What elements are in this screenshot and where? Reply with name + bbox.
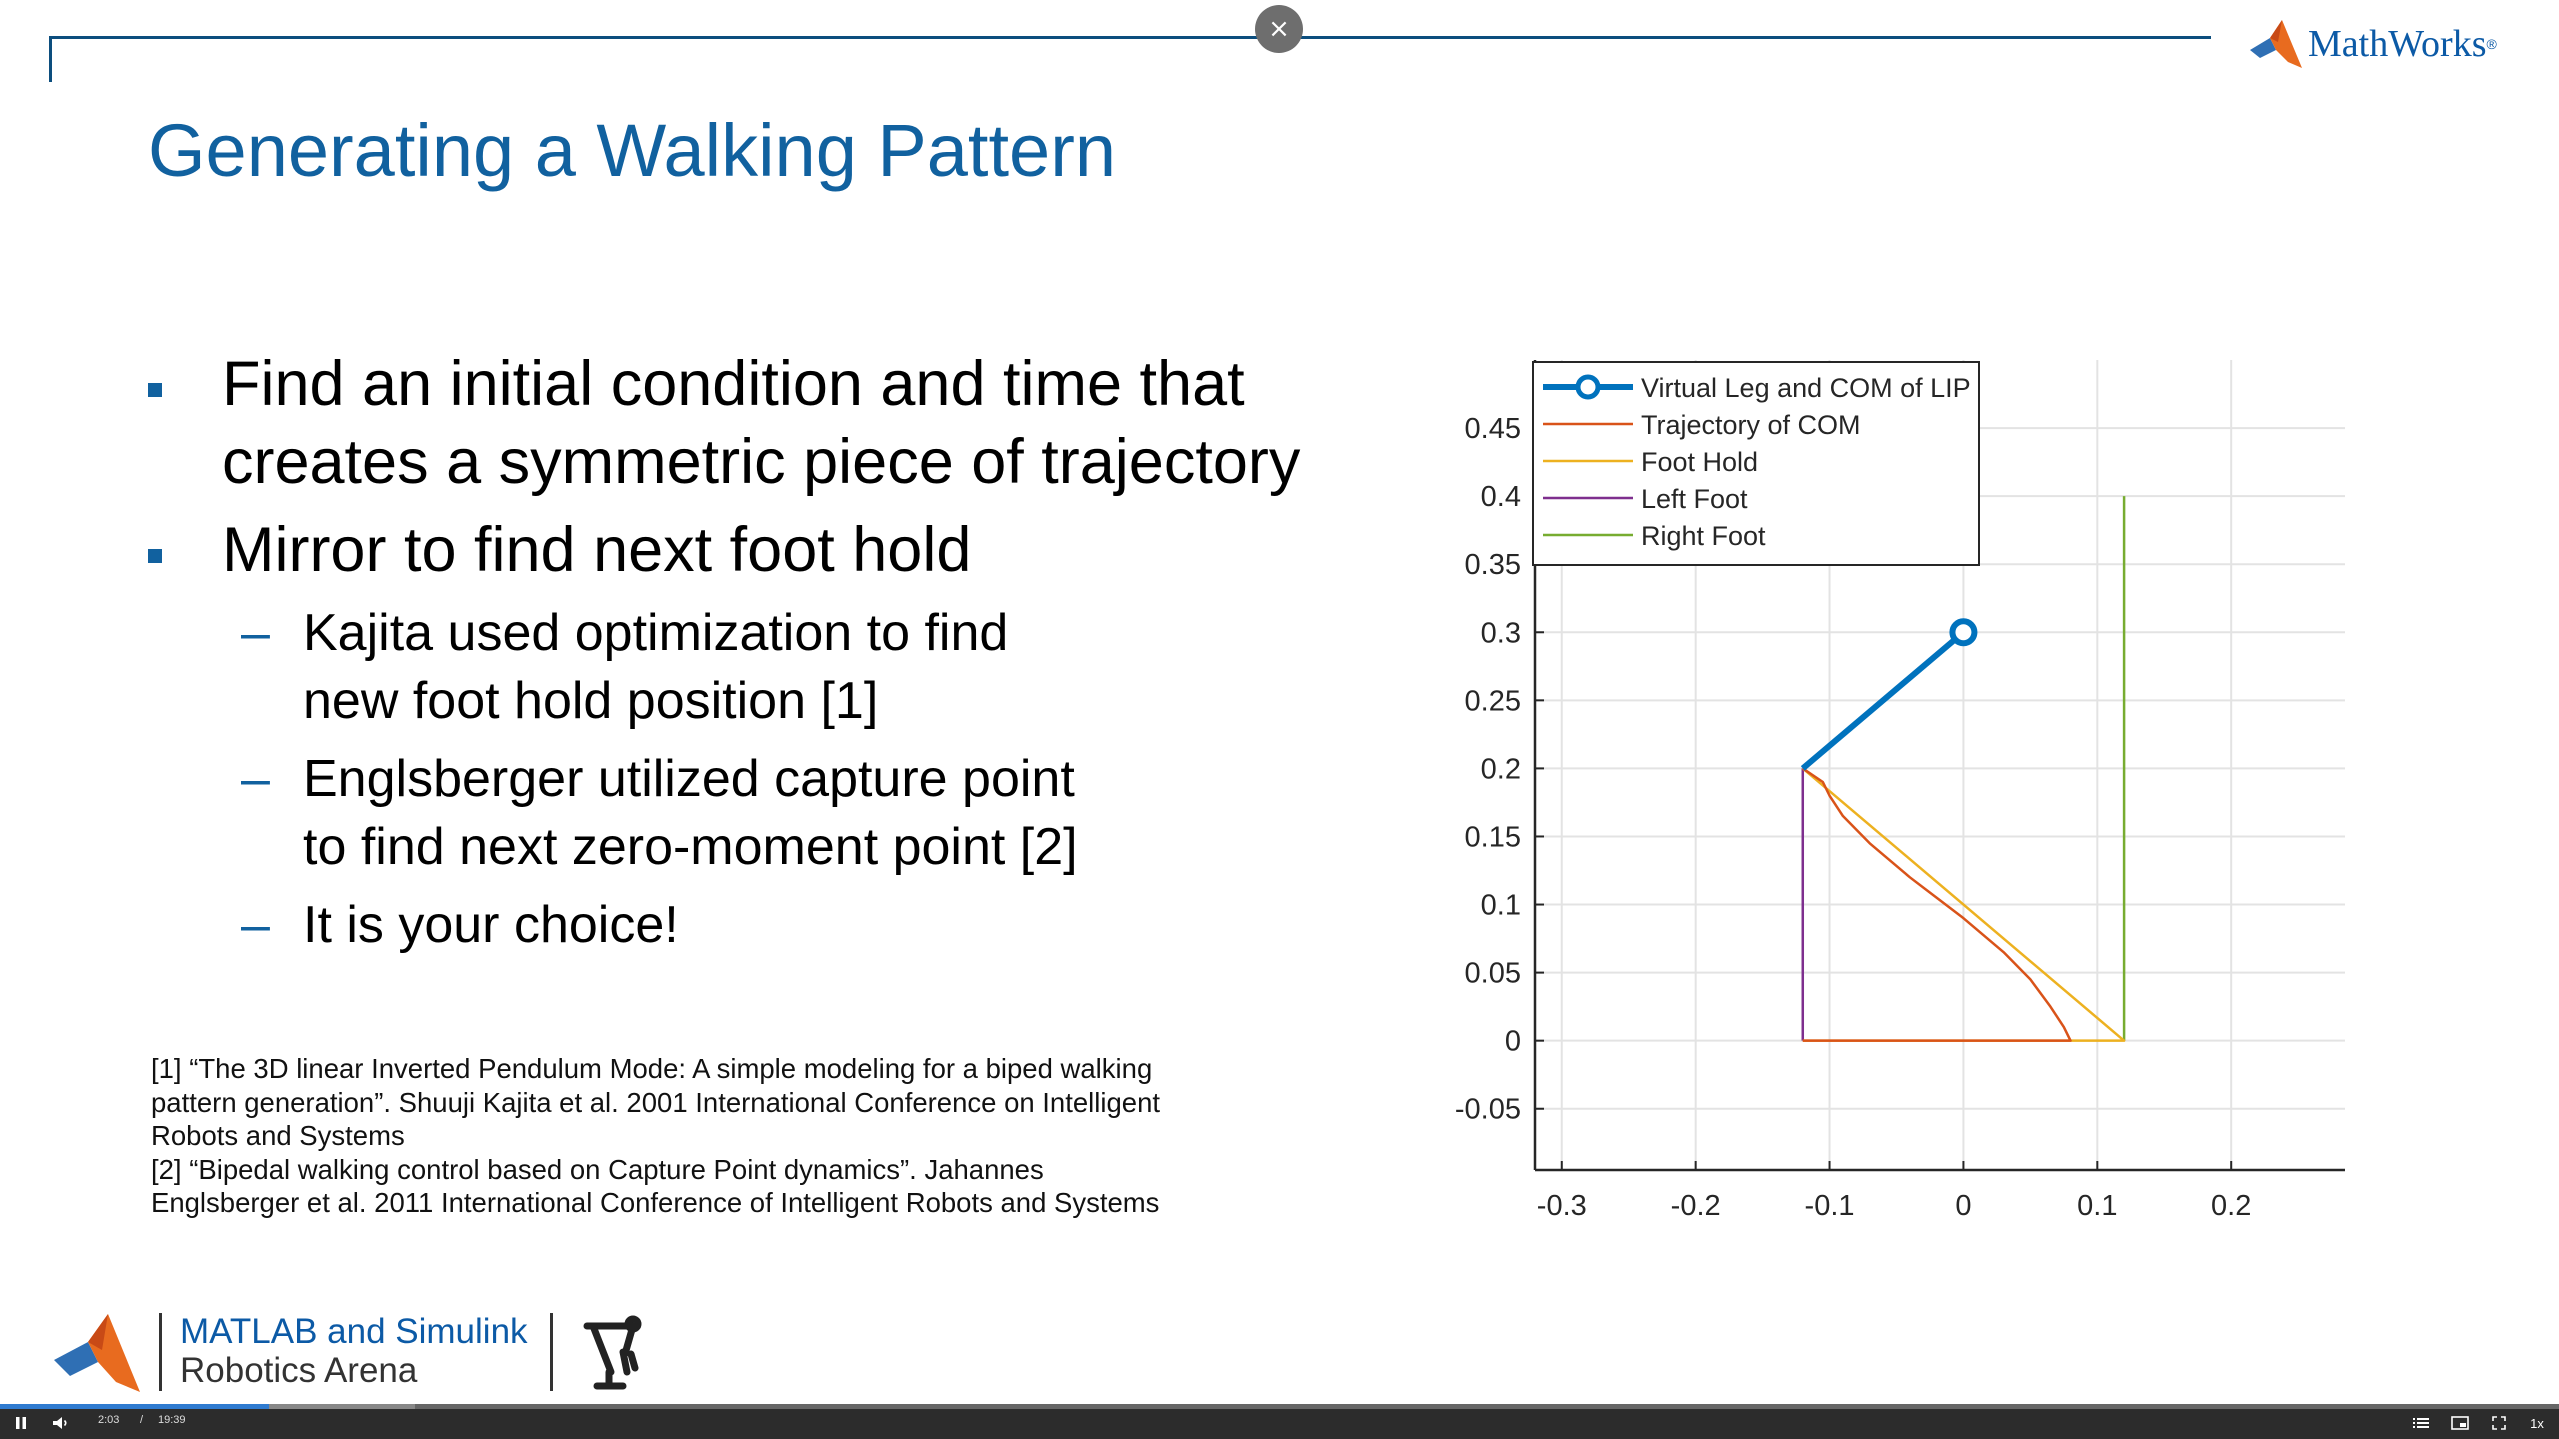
close-button[interactable]: × [1255,5,1303,53]
fullscreen-button[interactable] [2486,1411,2512,1435]
brand-text: MATLAB and Simulink Robotics Arena [180,1313,528,1391]
time-separator: / [140,1414,144,1426]
header-rule [49,36,2211,39]
sub-bullet-text-line: to find next zero-moment point [2] [303,818,1078,876]
sub-bullet-text: It is your choice! [303,891,679,959]
x-tick-label: 0 [1955,1190,1971,1222]
x-tick-label: 0.2 [2211,1190,2251,1222]
reference-line: Englsberger et al. 2011 International Co… [151,1187,1160,1218]
sub-bullet-text: Englsberger utilized capture point to fi… [303,745,1078,881]
legend-label: Left Foot [1641,484,1748,514]
fullscreen-icon [2492,1416,2506,1430]
video-progress-bar[interactable] [0,1404,2559,1409]
pause-button[interactable] [8,1411,34,1435]
matlab-membrane-icon [54,1314,140,1392]
playback-speed-button[interactable]: 1x [2530,1415,2544,1431]
sub-bullet-item: – Englsberger utilized capture point to … [241,745,1448,881]
sub-bullet-item: – It is your choice! [241,891,1448,959]
volume-icon [53,1417,67,1429]
brand-name: MathWorks [2308,23,2487,65]
matlab-membrane-icon [2250,20,2302,68]
x-tick-label: -0.2 [1671,1190,1721,1222]
brand-line-1: MATLAB and Simulink [180,1312,528,1351]
reference-line: Robots and Systems [151,1120,405,1151]
video-control-bar [0,1405,2559,1439]
sub-bullet-text-line: It is your choice! [303,896,679,954]
mathworks-logo: MathWorks ® [2248,14,2497,74]
series-marker [1949,618,1978,647]
picture-in-picture-button[interactable] [2446,1411,2474,1435]
sub-bullet-dash: – [241,896,270,954]
y-tick-label: 0.15 [1465,821,1521,853]
y-tick-label: 0.1 [1481,890,1521,922]
y-tick-label: -0.05 [1455,1094,1521,1126]
reference-line: [2] “Bipedal walking control based on Ca… [151,1153,1044,1185]
legend-marker [1575,374,1601,400]
y-tick-label: 0.25 [1465,685,1521,717]
x-tick-label: 0.1 [2077,1190,2117,1222]
x-tick-label: -0.1 [1805,1190,1855,1222]
legend-label: Virtual Leg and COM of LIP [1641,373,1971,403]
bullet-text-line: Mirror to find next foot hold [222,515,972,585]
picture-in-picture-icon [2451,1416,2469,1430]
bullet-square-icon [148,383,162,397]
bullet-text-line: Find an initial condition and time that [222,349,1245,419]
sub-bullet-dash: – [241,750,270,808]
reference-line: pattern generation”. Shuuji Kajita et al… [151,1086,1161,1118]
video-progress-fill [0,1404,269,1409]
bullet-text-line: creates a symmetric piece of trajectory [222,427,1301,497]
brand-line-2: Robotics Arena [180,1351,418,1390]
sub-bullet-text-line: Kajita used optimization to find [303,604,1009,662]
bullet-square-icon [148,549,162,563]
volume-button[interactable] [48,1411,74,1435]
header-rule-tick [49,36,52,82]
sub-bullet-dash: – [241,604,270,662]
sub-bullet-item: – Kajita used optimization to find new f… [241,599,1448,735]
sub-bullet-text-line: Englsberger utilized capture point [303,750,1075,808]
chapters-icon [2413,1418,2429,1428]
bullet-text: Mirror to find next foot hold [222,511,971,589]
current-time: 2:03 [98,1414,120,1426]
robot-arm-icon [583,1315,642,1390]
matlab-robotics-arena-logo: MATLAB and Simulink Robotics Arena [50,1310,663,1394]
references: [1] “The 3D linear Inverted Pendulum Mod… [151,1052,1381,1220]
y-tick-label: 0 [1505,1026,1521,1058]
brand-registered-mark: ® [2486,36,2497,52]
x-tick-label: -0.3 [1537,1190,1587,1222]
series-line [1800,629,1966,771]
duration: 19:39 [158,1414,186,1426]
y-tick-label: 0.3 [1481,617,1521,649]
y-tick-label: 0.45 [1465,413,1521,445]
y-tick-label: 0.35 [1465,549,1521,581]
logo-separator [549,1313,553,1391]
bullet-item: Mirror to find next foot hold [148,511,1448,589]
y-tick-label: 0.4 [1481,481,1521,513]
series-line [1802,767,2072,1042]
legend-label: Foot Hold [1641,447,1758,477]
bullet-item: Find an initial condition and time that … [148,345,1448,501]
pause-icon [16,1417,26,1429]
legend-box [1532,361,1980,566]
legend-label: Right Foot [1641,521,1766,551]
slide-title: Generating a Walking Pattern [148,109,1116,192]
bullet-text: Find an initial condition and time that … [222,345,1300,501]
sub-bullet-text: Kajita used optimization to find new foo… [303,599,1008,735]
bullet-list: Find an initial condition and time that … [148,345,1448,959]
y-tick-label: 0.05 [1465,958,1521,990]
y-tick-label: 0.2 [1481,753,1521,785]
sub-bullet-text-line: new foot hold position [1] [303,672,879,730]
chapters-button[interactable] [2408,1411,2434,1435]
reference-line: [1] “The 3D linear Inverted Pendulum Mod… [151,1053,1153,1084]
legend-label: Trajectory of COM [1641,410,1861,440]
walking-pattern-chart: -0.3 -0.2 -0.1 0 0.1 0.2 -0.05 0 0.05 0.1 0.15 0.2 0… [1455,360,2345,1222]
logo-separator [159,1313,162,1391]
